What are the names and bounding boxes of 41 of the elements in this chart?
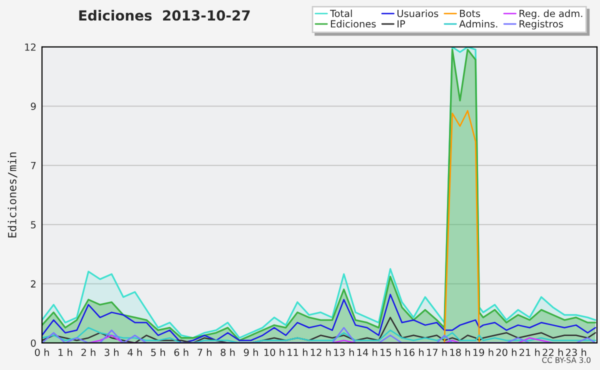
x-tick-label: 6 h: [174, 348, 188, 356]
x-tick-label: 22 h: [542, 348, 563, 356]
y-tick-label: 2: [30, 280, 36, 288]
legend-label: Bots: [460, 10, 480, 18]
x-tick-label: 3 h: [104, 348, 119, 356]
legend-label: Usuarios: [397, 10, 438, 18]
x-tick-label: 17 h: [427, 348, 447, 356]
x-tick-label: 13 h: [334, 348, 354, 356]
y-tick-label: 12: [25, 43, 36, 51]
x-tick-label: 23 h: [566, 348, 586, 356]
x-tick-label: 18 h: [450, 348, 470, 356]
x-tick-label: 20 h: [496, 348, 516, 356]
line-series: [444, 110, 480, 343]
x-tick-label: 9 h: [244, 348, 258, 356]
x-tick-label: 16 h: [404, 348, 424, 356]
x-tick-label: 19 h: [473, 348, 494, 356]
x-tick-label: 12 h: [310, 348, 331, 356]
x-tick-label: 11 h: [288, 348, 308, 356]
x-tick-label: 21 h: [520, 348, 540, 356]
chart-title: Ediciones 2013-10-27: [79, 10, 250, 21]
x-tick-label: 0 h: [34, 348, 49, 356]
x-tick-label: 2 h: [81, 348, 96, 356]
y-tick-label: 9: [30, 102, 36, 110]
x-tick-label: 4 h: [128, 348, 142, 356]
legend-label: Admins.: [459, 20, 498, 28]
x-tick-label: 7 h: [198, 348, 212, 356]
y-tick-label: 7: [31, 162, 36, 170]
x-tick-label: 1 h: [58, 348, 72, 356]
y-tick-label: 5: [31, 221, 36, 228]
legend-label: Total: [330, 10, 352, 18]
x-tick-label: 10 h: [264, 348, 284, 356]
y-axis-title: Ediciones/min: [8, 152, 18, 238]
legend-label: Reg. de adm.: [520, 10, 582, 20]
x-tick-label: 14 h: [357, 348, 378, 356]
y-tick-label: 0: [30, 339, 36, 347]
legend-label: Registros: [520, 20, 564, 30]
legend-label: IP: [398, 20, 406, 28]
x-tick-label: 5 h: [151, 348, 166, 356]
x-tick-label: 8 h: [220, 348, 235, 356]
legend-label: Ediciones: [330, 20, 376, 28]
x-tick-label: 15 h: [380, 348, 400, 356]
